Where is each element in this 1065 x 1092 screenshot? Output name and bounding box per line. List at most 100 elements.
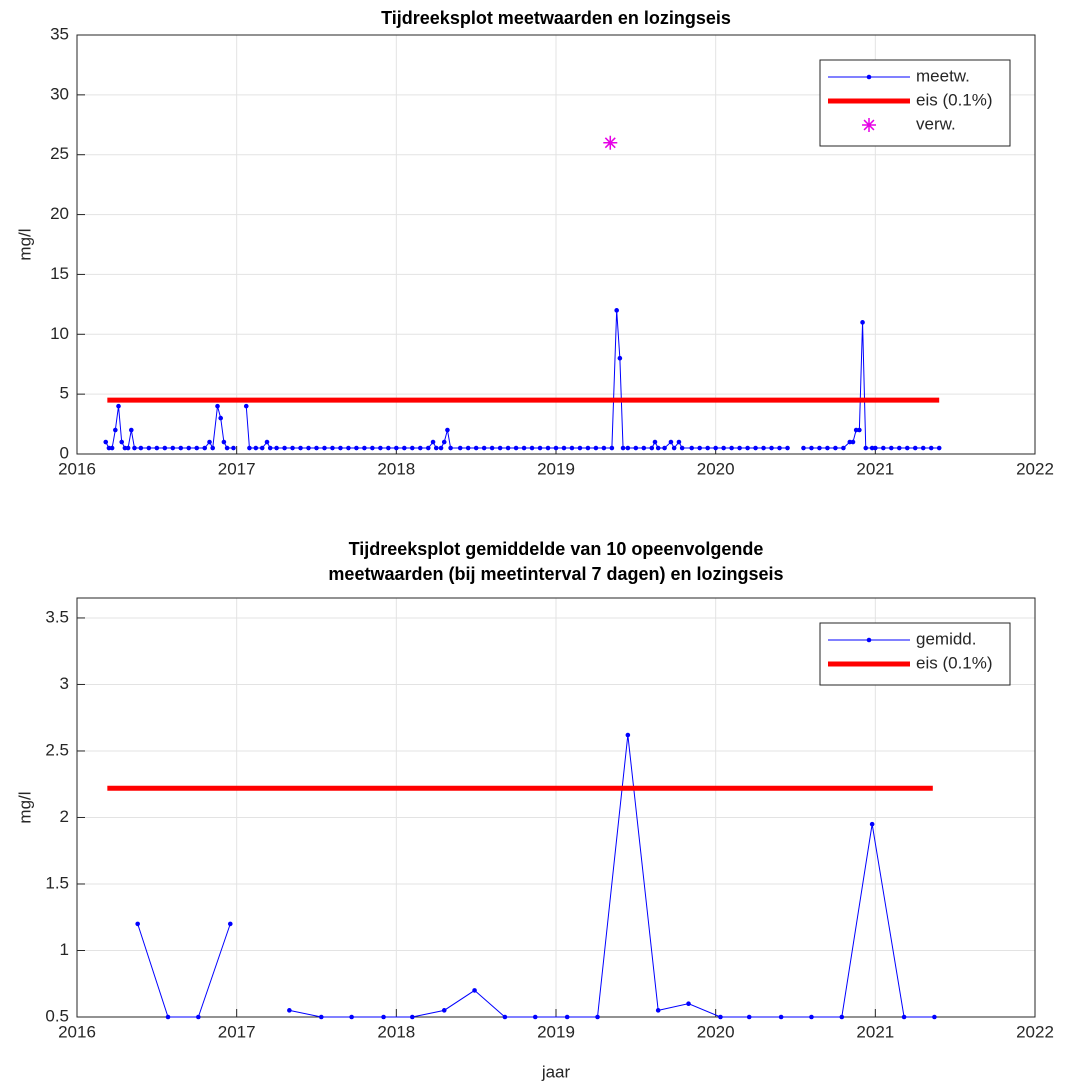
point bbox=[370, 445, 375, 451]
point bbox=[649, 445, 655, 451]
point bbox=[537, 445, 543, 451]
point bbox=[194, 445, 200, 451]
point bbox=[346, 445, 351, 451]
point bbox=[825, 445, 830, 451]
point bbox=[713, 445, 718, 451]
point bbox=[761, 445, 766, 451]
point bbox=[777, 445, 782, 451]
point bbox=[502, 1014, 508, 1020]
point bbox=[106, 445, 112, 451]
x-tick-label: 2018 bbox=[377, 1022, 415, 1041]
point bbox=[298, 445, 303, 451]
point bbox=[410, 1014, 415, 1020]
legend-box bbox=[819, 622, 1011, 686]
y-tick-label: 25 bbox=[50, 144, 69, 163]
point bbox=[362, 445, 367, 451]
point bbox=[641, 445, 647, 451]
point bbox=[869, 445, 875, 451]
point bbox=[873, 445, 878, 451]
legend-label: eis (0.1%) bbox=[916, 90, 993, 109]
y-tick-label: 1 bbox=[60, 940, 69, 959]
point bbox=[601, 445, 607, 451]
point bbox=[243, 403, 249, 409]
point bbox=[753, 445, 758, 451]
x-tick-label: 2016 bbox=[58, 1022, 96, 1041]
point bbox=[314, 445, 319, 451]
series-line bbox=[137, 734, 935, 1018]
point bbox=[282, 445, 287, 451]
point bbox=[553, 445, 559, 451]
x-tick-label: 2019 bbox=[537, 459, 575, 478]
legend-symbol bbox=[866, 74, 872, 80]
point bbox=[896, 445, 902, 451]
point bbox=[863, 445, 869, 451]
point bbox=[809, 1014, 814, 1020]
point bbox=[801, 445, 806, 451]
point bbox=[617, 355, 623, 361]
point bbox=[132, 445, 137, 451]
point bbox=[290, 445, 295, 451]
point bbox=[881, 445, 886, 451]
point bbox=[306, 445, 311, 451]
point bbox=[253, 445, 259, 451]
point bbox=[745, 445, 750, 451]
point bbox=[231, 445, 236, 451]
point bbox=[932, 1014, 937, 1020]
point bbox=[445, 427, 450, 433]
point bbox=[721, 445, 726, 451]
point bbox=[267, 445, 273, 451]
point bbox=[116, 403, 121, 409]
chart-title: meetwaarden (bij meetinterval 7 dagen) e… bbox=[328, 564, 783, 584]
x-tick-label: 2022 bbox=[1016, 459, 1054, 478]
point bbox=[410, 445, 415, 451]
point bbox=[569, 445, 575, 451]
point bbox=[259, 445, 265, 451]
legend-label: gemidd. bbox=[916, 629, 976, 648]
point bbox=[860, 320, 865, 325]
point bbox=[378, 445, 383, 451]
point bbox=[737, 445, 742, 451]
point bbox=[154, 445, 160, 451]
point bbox=[202, 445, 208, 451]
legend-symbol bbox=[866, 637, 872, 643]
point bbox=[122, 445, 128, 451]
point bbox=[394, 445, 399, 451]
point bbox=[778, 1014, 784, 1020]
chart-title: Tijdreeksplot meetwaarden en lozingseis bbox=[381, 8, 731, 28]
point bbox=[593, 445, 599, 451]
point bbox=[433, 445, 439, 451]
y-tick-label: 2 bbox=[60, 807, 69, 826]
point bbox=[109, 445, 115, 451]
point bbox=[545, 445, 551, 451]
x-tick-label: 2021 bbox=[856, 1022, 894, 1041]
y-tick-label: 15 bbox=[50, 264, 69, 283]
point bbox=[936, 445, 942, 451]
point bbox=[847, 439, 853, 445]
y-tick-label: 20 bbox=[50, 204, 69, 223]
y-tick-label: 3.5 bbox=[45, 607, 69, 626]
y-axis-label: mg/l bbox=[15, 791, 34, 823]
point bbox=[679, 445, 685, 451]
point bbox=[850, 439, 856, 445]
x-tick-label: 2021 bbox=[856, 459, 894, 478]
y-axis-label: mg/l bbox=[15, 228, 34, 260]
point bbox=[625, 445, 631, 451]
point bbox=[620, 445, 626, 451]
point bbox=[125, 445, 131, 451]
point bbox=[676, 439, 682, 445]
point bbox=[901, 1014, 907, 1020]
chart-title: Tijdreeksplot gemiddelde van 10 opeenvol… bbox=[349, 539, 764, 559]
point bbox=[103, 439, 109, 445]
point bbox=[705, 445, 710, 451]
point bbox=[274, 445, 279, 451]
point bbox=[521, 445, 527, 451]
point bbox=[595, 1014, 600, 1020]
x-tick-label: 2020 bbox=[697, 459, 735, 478]
point bbox=[489, 445, 495, 451]
x-tick-label: 2017 bbox=[218, 459, 256, 478]
point bbox=[221, 439, 227, 445]
point bbox=[430, 439, 436, 445]
point bbox=[833, 445, 838, 451]
